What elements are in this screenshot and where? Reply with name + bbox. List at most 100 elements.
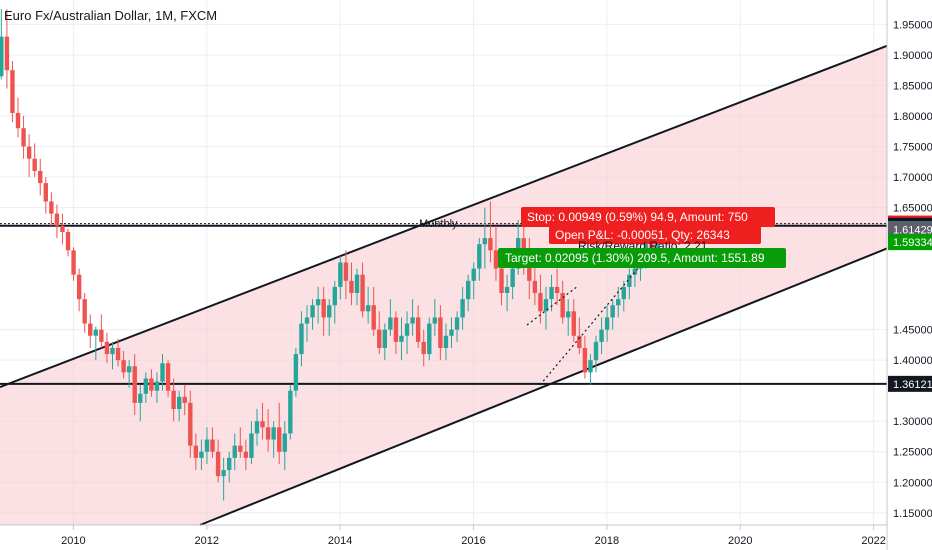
candle-body (199, 451, 204, 458)
candle-body (510, 268, 515, 287)
candle-body (438, 317, 443, 348)
candle-body (110, 347, 115, 355)
candle-body (126, 366, 132, 373)
candle-body (471, 268, 476, 281)
y-tick-label: 1.85000 (893, 80, 932, 92)
candle-body (204, 439, 210, 452)
candle-body (604, 317, 610, 330)
candle-body (132, 366, 137, 403)
candle-body (332, 286, 337, 306)
candle-body (49, 201, 54, 214)
candle-body (304, 317, 310, 324)
dotted-trend-upper (526, 285, 579, 326)
y-tick-label: 1.20000 (893, 477, 932, 489)
y-tick-label: 1.65000 (893, 203, 932, 215)
candle-body (488, 238, 493, 251)
candle-body (249, 433, 254, 458)
candle-body (93, 329, 99, 336)
candle-body (616, 299, 621, 306)
position-tool: Stop: 0.00949 (0.59%) 94.9, Amount: 750 O… (498, 207, 786, 386)
candle-body (399, 335, 404, 342)
candle-body (443, 335, 449, 348)
candle-body (38, 170, 43, 184)
candle-body (577, 335, 582, 348)
candle-body (532, 280, 538, 294)
x-tick-label: 2012 (195, 535, 219, 547)
candle-body (554, 286, 560, 294)
y-tick-label: 1.70000 (893, 172, 932, 184)
candle-body (271, 427, 276, 440)
candle-body (627, 274, 632, 287)
candle-body (226, 457, 232, 471)
candle-body (566, 311, 571, 318)
candle-body (299, 323, 304, 355)
candle-body (321, 299, 326, 318)
candle-body (465, 280, 471, 300)
candle-body (243, 451, 249, 458)
candle-body (215, 451, 221, 477)
candle-body (343, 262, 349, 281)
candle-body (65, 231, 71, 251)
annotation-monthly: Monthly (419, 218, 458, 230)
candle-body (338, 262, 343, 287)
candle-body (599, 329, 604, 342)
price-badge-label: 1.61429 (893, 224, 932, 236)
y-tick-label: 1.30000 (893, 416, 932, 428)
candle-body (560, 293, 565, 318)
candle-body (610, 305, 615, 318)
x-tick-label: 2016 (461, 535, 485, 547)
target-box (498, 248, 786, 268)
candle-body (410, 317, 415, 324)
candle-body (43, 183, 48, 202)
candle-body (504, 286, 510, 294)
price-badge (888, 221, 932, 238)
candle-body (377, 329, 382, 348)
candle-body (371, 305, 376, 330)
candle-body (460, 299, 465, 318)
candle-body (365, 305, 371, 312)
candle-body (221, 470, 226, 477)
y-tick-label: 1.45000 (893, 325, 932, 337)
axes (0, 0, 888, 550)
candle-body (293, 354, 299, 391)
candle-body (104, 341, 110, 355)
candle-body (282, 433, 287, 452)
candle-body (0, 36, 4, 77)
price-badge (888, 375, 932, 392)
candle-body (549, 286, 554, 300)
candle-body (121, 360, 126, 373)
candle-body (454, 317, 460, 330)
channel-fill (0, 45, 887, 526)
candle-body (171, 390, 176, 410)
candle-body (310, 305, 315, 318)
candle-body (621, 286, 626, 300)
candle-body (15, 112, 21, 129)
candle-body (21, 128, 26, 147)
x-tick-label: 2014 (328, 535, 352, 547)
candle-body (360, 274, 365, 312)
candle-body (165, 363, 171, 391)
candle-body (260, 421, 265, 428)
stop-text: Stop: 0.00949 (0.59%) 94.9, Amount: 750 (527, 210, 748, 224)
candle-body (160, 363, 165, 382)
candle-body (632, 268, 638, 275)
candle-body (571, 311, 576, 336)
y-tick-label: 1.75000 (893, 142, 932, 154)
candle-body (421, 341, 426, 355)
x-tick-label: 2018 (595, 535, 619, 547)
candle-body (499, 268, 504, 294)
candle-body (210, 439, 215, 452)
candle-body (138, 393, 143, 403)
candle-body (315, 299, 321, 306)
channel-upper-line (0, 44, 888, 388)
time-axis: 2010 2012 2014 2016 2018 2020 2022 (61, 525, 886, 547)
candle-body (115, 347, 121, 361)
y-tick-label: 1.25000 (893, 447, 932, 459)
candle-body (527, 262, 532, 281)
candle-body (393, 317, 399, 342)
candle-body (382, 329, 388, 348)
price-axis: 1.95000 1.90000 1.85000 1.80000 1.75000 1.700… (893, 19, 932, 519)
y-tick-label: 1.15000 (893, 508, 932, 520)
candle-body (60, 225, 65, 232)
